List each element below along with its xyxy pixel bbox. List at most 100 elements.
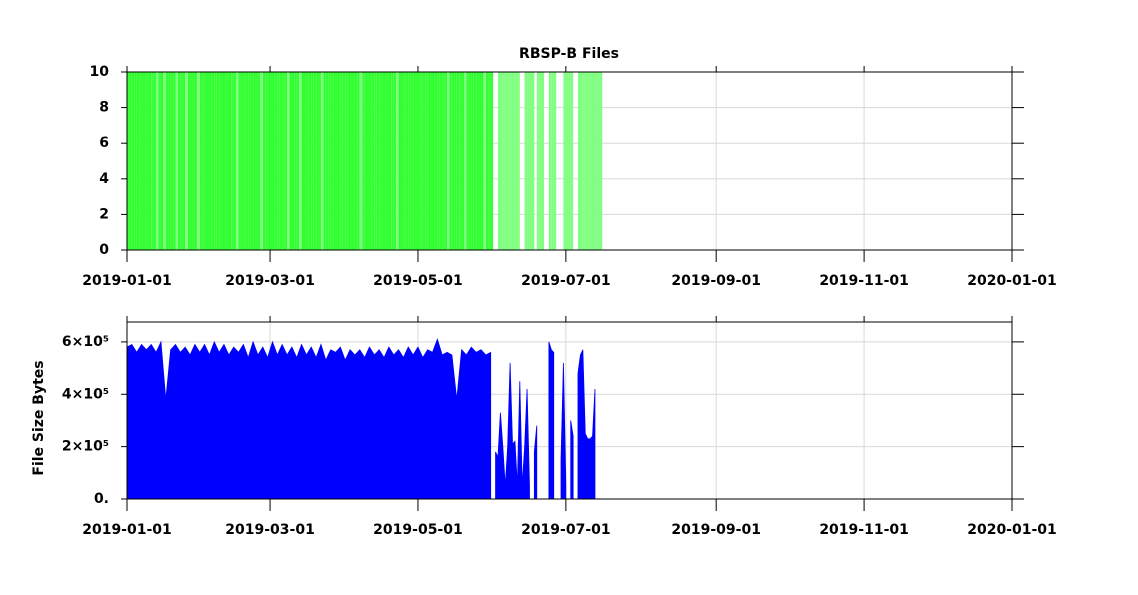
bar xyxy=(500,72,503,250)
bar xyxy=(403,72,406,250)
bar xyxy=(257,72,261,250)
bar xyxy=(168,72,171,250)
bar xyxy=(362,72,365,250)
bar xyxy=(177,72,181,250)
bar xyxy=(175,72,178,250)
bar xyxy=(490,72,494,250)
bar xyxy=(548,72,552,250)
bar xyxy=(386,72,389,250)
bar xyxy=(163,72,166,250)
bar xyxy=(497,72,501,250)
bar xyxy=(422,72,426,250)
bar xyxy=(182,72,186,250)
bar xyxy=(553,72,557,250)
bar xyxy=(173,72,176,250)
bar xyxy=(466,72,469,250)
bar xyxy=(507,72,511,250)
bar xyxy=(347,72,351,250)
bar xyxy=(473,72,477,250)
chart-title: RBSP-B Files xyxy=(519,46,619,62)
bar xyxy=(400,72,404,250)
bar xyxy=(345,72,348,250)
bar xyxy=(527,72,530,250)
bar xyxy=(325,72,329,250)
bar xyxy=(505,72,508,250)
area xyxy=(126,338,596,500)
bar xyxy=(136,72,140,250)
bar xyxy=(415,72,418,250)
bar xyxy=(510,72,513,250)
x-tick-label: 2019-07-01 xyxy=(521,522,611,538)
bar xyxy=(190,72,193,250)
bar xyxy=(444,72,448,250)
y-tick-label: 2 xyxy=(99,206,109,222)
bar xyxy=(165,72,169,250)
x-tick-label: 2019-01-01 xyxy=(82,273,172,289)
bar xyxy=(267,72,271,250)
x-tick-label: 2019-09-01 xyxy=(671,522,761,538)
bar xyxy=(255,72,258,250)
bar xyxy=(439,72,443,250)
bar xyxy=(502,72,506,250)
bar xyxy=(158,72,161,250)
bar xyxy=(391,72,394,250)
bar xyxy=(148,72,152,250)
bar xyxy=(187,72,191,250)
bar xyxy=(170,72,174,250)
y-tick-label: 0. xyxy=(94,491,109,507)
bar xyxy=(262,72,266,250)
y-tick-label: 4×10⁵ xyxy=(62,386,109,402)
bar xyxy=(134,72,137,250)
bar xyxy=(432,72,435,250)
bar xyxy=(364,72,368,250)
bar xyxy=(306,72,309,250)
bar xyxy=(146,72,149,250)
bar xyxy=(483,72,486,250)
y-tick-label: 2×10⁵ xyxy=(62,439,109,455)
y-tick-label: 8 xyxy=(99,100,109,116)
y-tick-label: 6 xyxy=(99,135,109,151)
bar xyxy=(143,72,147,250)
bar xyxy=(437,72,440,250)
bar xyxy=(427,72,431,250)
bar xyxy=(568,72,571,250)
bar xyxy=(541,72,545,250)
bar xyxy=(592,72,595,250)
bar xyxy=(539,72,542,250)
bar xyxy=(481,72,484,250)
bar xyxy=(488,72,491,250)
bar xyxy=(240,72,244,250)
bar xyxy=(354,72,358,250)
bar xyxy=(272,72,275,250)
x-tick-label: 2019-07-01 xyxy=(521,273,611,289)
bar xyxy=(141,72,144,250)
bar xyxy=(304,72,307,250)
bar xyxy=(216,72,220,250)
bar xyxy=(139,72,142,250)
bar xyxy=(279,72,283,250)
bar xyxy=(551,72,554,250)
bar xyxy=(335,72,338,250)
bar xyxy=(294,72,297,250)
bar xyxy=(291,72,295,250)
bar xyxy=(289,72,292,250)
bar xyxy=(396,72,399,250)
bar xyxy=(301,72,304,250)
bar xyxy=(434,72,438,250)
bar xyxy=(471,72,474,250)
bar xyxy=(369,72,372,250)
bar xyxy=(131,72,135,250)
bar xyxy=(248,72,251,250)
bar xyxy=(517,72,520,250)
bar xyxy=(461,72,465,250)
bar xyxy=(585,72,588,250)
bar xyxy=(454,72,457,250)
bar xyxy=(577,72,581,250)
bar xyxy=(199,72,203,250)
bar xyxy=(536,72,540,250)
bar xyxy=(359,72,363,250)
x-tick-label: 2019-01-01 xyxy=(82,522,172,538)
bar xyxy=(214,72,217,250)
bar xyxy=(129,72,132,250)
